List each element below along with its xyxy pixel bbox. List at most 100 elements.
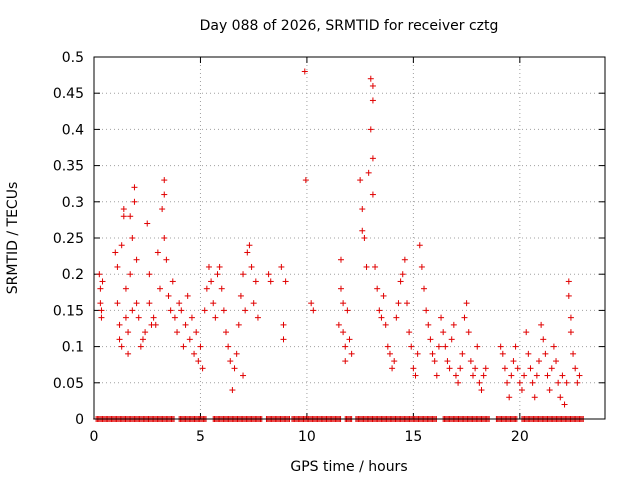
data-point [516, 379, 523, 386]
data-point [223, 329, 230, 336]
data-point [199, 365, 206, 372]
data-point [367, 126, 374, 133]
data-points [93, 68, 587, 422]
data-point [214, 271, 221, 278]
data-point [533, 372, 540, 379]
data-point [467, 358, 474, 365]
data-point [376, 307, 383, 314]
data-point [127, 213, 134, 220]
data-point [167, 307, 174, 314]
data-point [393, 314, 400, 321]
data-point [431, 358, 438, 365]
y-tick-label: 0.4 [62, 122, 84, 138]
data-point [399, 271, 406, 278]
data-point [265, 271, 272, 278]
data-point [480, 372, 487, 379]
data-point [146, 271, 153, 278]
data-point [176, 300, 183, 307]
data-point [357, 177, 364, 184]
data-point [542, 350, 549, 357]
data-point [97, 300, 104, 307]
data-point [397, 278, 404, 285]
data-point [384, 343, 391, 350]
data-point [282, 278, 289, 285]
data-point [472, 365, 479, 372]
data-point [161, 191, 168, 198]
data-point [474, 343, 481, 350]
data-point [337, 285, 344, 292]
data-point [163, 256, 170, 263]
y-tick-label: 0.05 [53, 376, 84, 392]
data-point [227, 358, 234, 365]
data-point [235, 321, 242, 328]
data-point [408, 343, 415, 350]
data-point [440, 329, 447, 336]
x-tick-label: 10 [298, 429, 316, 445]
data-point [248, 263, 255, 270]
data-point [340, 329, 347, 336]
data-point [497, 343, 504, 350]
data-point [465, 329, 472, 336]
data-point [178, 307, 185, 314]
data-point [389, 365, 396, 372]
data-point [567, 314, 574, 321]
data-point [444, 358, 451, 365]
data-point [133, 256, 140, 263]
data-point [561, 401, 568, 408]
data-point [548, 365, 555, 372]
data-point [280, 321, 287, 328]
data-point [120, 206, 127, 213]
data-point [97, 285, 104, 292]
data-point [369, 82, 376, 89]
data-point [157, 285, 164, 292]
y-tick-label: 0.15 [53, 303, 84, 319]
data-point [406, 329, 413, 336]
data-point [478, 387, 485, 394]
data-point [372, 263, 379, 270]
data-point [374, 285, 381, 292]
data-point [201, 307, 208, 314]
data-point [125, 350, 132, 357]
data-point [169, 278, 176, 285]
data-point [565, 278, 572, 285]
y-tick-label: 0.3 [62, 195, 84, 211]
data-point [442, 343, 449, 350]
chart-title: Day 088 of 2026, SRMTID for receiver czt… [200, 18, 499, 34]
data-point [425, 321, 432, 328]
data-point [125, 329, 132, 336]
data-point [382, 321, 389, 328]
data-point [567, 329, 574, 336]
data-point [116, 321, 123, 328]
x-tick-label: 0 [90, 429, 99, 445]
data-point [208, 278, 215, 285]
data-point [129, 235, 136, 241]
data-point [438, 314, 445, 321]
data-point [512, 343, 519, 350]
data-point [337, 256, 344, 263]
data-point [131, 198, 138, 205]
data-point [193, 329, 200, 336]
data-point [367, 75, 374, 82]
data-point [242, 307, 249, 314]
data-point [391, 358, 398, 365]
data-point [369, 97, 376, 104]
data-point [461, 314, 468, 321]
data-point [127, 271, 134, 278]
data-point [459, 350, 466, 357]
data-point [359, 227, 366, 234]
data-point [146, 300, 153, 307]
data-point [421, 285, 428, 292]
axis-ticks: 0 0.05 0.1 0.15 0.2 0.25 0.3 0.35 0.4 0.45 0.5 0 5 10… [53, 50, 605, 445]
data-point [250, 300, 257, 307]
data-point [114, 300, 121, 307]
data-point [386, 350, 393, 357]
data-point [154, 249, 161, 256]
data-point [476, 379, 483, 386]
data-point [574, 379, 581, 386]
y-tick-label: 0.25 [53, 231, 84, 247]
data-point [429, 350, 436, 357]
data-point [161, 235, 168, 241]
data-point [518, 387, 525, 394]
grid [94, 57, 605, 419]
data-point [159, 206, 166, 213]
